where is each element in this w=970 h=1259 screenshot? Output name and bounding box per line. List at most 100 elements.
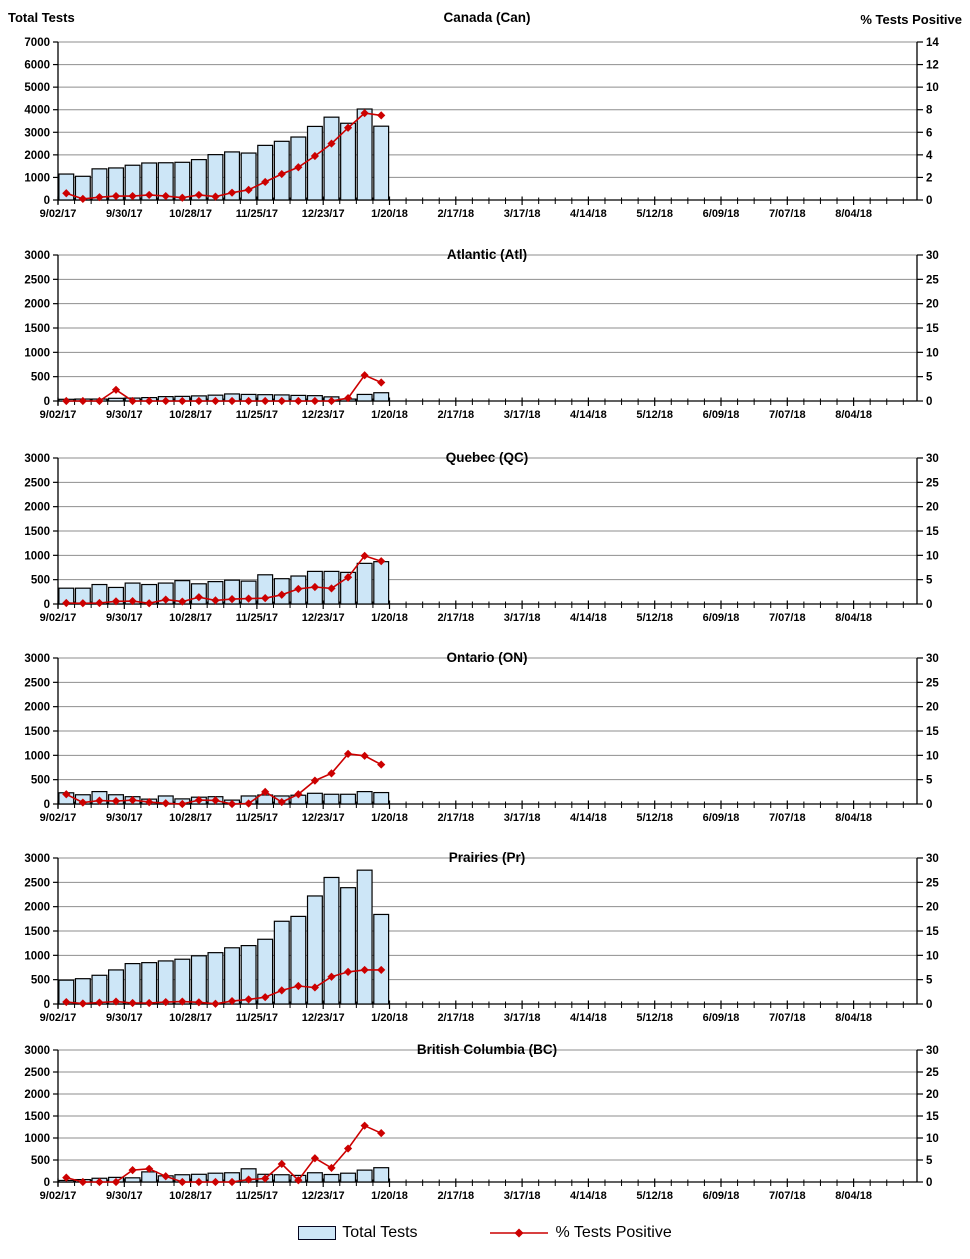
x-tick-label: 9/30/17 xyxy=(106,208,143,220)
panel-prairies: 0 500 1000 1500 2000 2500 3000 0 5 10 15 20 25 30 9/02… xyxy=(24,850,939,1024)
diamond-marker-icon xyxy=(244,185,253,194)
diamond-marker-icon xyxy=(62,396,71,406)
x-tick-label: 6/09/18 xyxy=(703,1190,740,1202)
bar-week-1/13/18 xyxy=(373,913,390,1005)
right-tick-label: 20 xyxy=(926,1089,939,1101)
bar-week-10/28/17 xyxy=(190,955,207,1005)
diamond-marker-icon xyxy=(261,177,270,187)
left-tick-label: 0 xyxy=(44,799,50,811)
diamond-marker-icon xyxy=(95,998,104,1007)
right-tick-label: 30 xyxy=(926,250,939,262)
diamond-marker-icon xyxy=(78,194,87,203)
diamond-marker-icon xyxy=(261,594,270,603)
left-tick-label: 500 xyxy=(31,775,50,787)
x-tick-label: 1/20/18 xyxy=(371,812,408,824)
diamond-marker-icon xyxy=(78,798,87,807)
x-tick-label: 7/07/18 xyxy=(769,612,806,624)
bar-week-12/23/17 xyxy=(323,1173,340,1183)
x-tick-label: 12/23/17 xyxy=(302,1012,345,1024)
panel-title-atlantic: Atlantic (Atl) xyxy=(447,247,527,262)
diamond-marker-icon xyxy=(261,1174,270,1183)
bar-week-12/30/17 xyxy=(340,793,357,805)
legend-line-label: % Tests Positive xyxy=(555,1224,672,1241)
x-tick-label: 2/17/18 xyxy=(437,1012,474,1024)
bar-week-11/11/17 xyxy=(224,947,241,1005)
diamond-marker-icon xyxy=(78,999,87,1008)
x-tick-label: 2/17/18 xyxy=(437,409,474,421)
left-tick-label: 500 xyxy=(31,1155,50,1167)
bar-week-1/13/18 xyxy=(373,125,390,201)
diamond-marker-icon xyxy=(211,1177,220,1187)
diamond-marker-icon xyxy=(62,790,71,799)
legend-bar-label: Total Tests xyxy=(342,1224,418,1241)
diamond-marker-icon xyxy=(178,997,187,1006)
right-tick-label: 5 xyxy=(926,975,933,987)
x-tick-label: 5/12/18 xyxy=(636,612,673,624)
pct-positive-markers xyxy=(62,551,386,608)
bar-week-1/13/18 xyxy=(373,561,390,605)
x-tick-label: 11/25/17 xyxy=(236,208,278,220)
diamond-marker-icon xyxy=(128,796,137,805)
diamond-marker-icon xyxy=(227,188,237,197)
bar-week-10/07/17 xyxy=(141,1171,158,1183)
left-tick-label: 0 xyxy=(44,999,50,1011)
x-tick-label: 10/28/17 xyxy=(169,208,212,220)
left-tick-label: 3000 xyxy=(24,250,50,262)
x-tick-label: 4/14/18 xyxy=(570,812,607,824)
pct-positive-markers xyxy=(62,1121,386,1187)
bar-week-10/21/17 xyxy=(174,958,191,1005)
diamond-marker-icon xyxy=(261,787,270,796)
diamond-marker-icon xyxy=(111,1177,121,1187)
right-tick-label: 10 xyxy=(926,1133,939,1145)
diamond-marker-icon xyxy=(227,799,237,809)
diamond-marker-icon xyxy=(62,1173,71,1182)
x-tick-label: 5/12/18 xyxy=(636,1012,673,1024)
x-tick-label: 7/07/18 xyxy=(769,1190,806,1202)
legend: Total Tests % Tests Positive xyxy=(0,1224,970,1242)
diamond-marker-icon xyxy=(343,967,353,976)
pct-positive-markers xyxy=(62,749,386,809)
diamond-marker-icon xyxy=(327,769,336,778)
x-tick-label: 4/14/18 xyxy=(570,409,607,421)
x-tick-label: 7/07/18 xyxy=(769,1012,806,1024)
panel-title-prairies: Prairies (Pr) xyxy=(449,850,526,865)
bar-week-1/06/18 xyxy=(356,790,373,805)
bar-week-11/25/17 xyxy=(257,938,274,1005)
diamond-marker-icon xyxy=(95,396,104,406)
right-tick-label: 25 xyxy=(926,877,939,889)
bar-week-12/30/17 xyxy=(340,122,357,201)
diamond-marker-icon xyxy=(145,998,154,1008)
left-tick-label: 3000 xyxy=(24,127,50,139)
x-tick-label: 10/28/17 xyxy=(169,409,212,421)
left-tick-label: 1000 xyxy=(24,1133,50,1145)
diamond-marker-icon xyxy=(211,396,220,406)
x-tick-label: 2/17/18 xyxy=(437,612,474,624)
left-tick-label: 4000 xyxy=(24,105,50,117)
bar-week-12/23/17 xyxy=(323,793,340,805)
x-tick-label: 12/23/17 xyxy=(302,409,345,421)
diamond-marker-icon xyxy=(62,189,71,198)
x-tick-label: 12/23/17 xyxy=(302,612,345,624)
x-tick-label: 3/17/18 xyxy=(504,612,541,624)
right-tick-label: 6 xyxy=(926,127,932,139)
bar-week-1/13/18 xyxy=(373,791,390,805)
x-tick-label: 6/09/18 xyxy=(703,812,740,824)
bar-week-12/23/17 xyxy=(323,876,340,1005)
right-tick-label: 14 xyxy=(926,37,939,49)
left-tick-label: 2500 xyxy=(24,274,50,286)
diamond-marker-icon xyxy=(294,584,303,594)
pct-positive-markers xyxy=(62,109,386,203)
diamond-marker-icon xyxy=(161,1172,170,1181)
left-tick-label: 5000 xyxy=(24,82,50,94)
x-tick-label: 11/25/17 xyxy=(236,1190,278,1202)
bar-week-10/14/17 xyxy=(157,960,174,1005)
diamond-marker-icon xyxy=(128,1166,137,1175)
x-tick-label: 5/12/18 xyxy=(636,409,673,421)
legend-item-pct-positive: % Tests Positive xyxy=(488,1224,672,1242)
bar-week-11/25/17 xyxy=(257,144,274,201)
x-tick-label: 9/30/17 xyxy=(106,812,143,824)
diamond-marker-icon xyxy=(95,796,104,805)
diamond-marker-icon xyxy=(377,760,386,769)
bar-week-1/06/18 xyxy=(356,108,373,201)
